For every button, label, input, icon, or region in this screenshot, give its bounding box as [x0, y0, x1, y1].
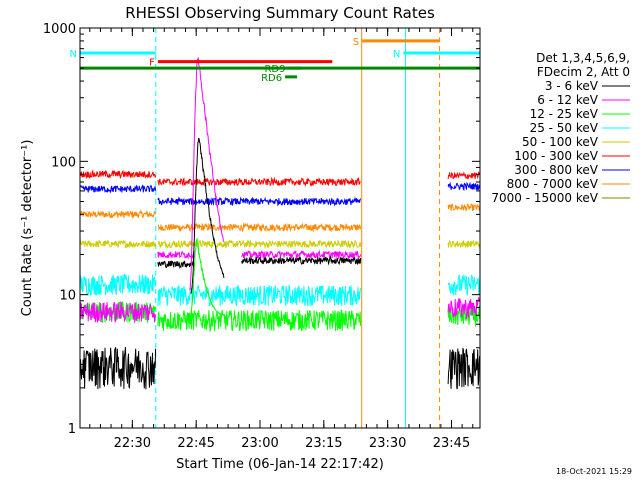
- series-line: [241, 249, 362, 260]
- flag-label: RD6: [261, 73, 282, 84]
- series-line: [157, 222, 362, 233]
- series-line: [79, 300, 157, 323]
- series-line: [241, 255, 362, 266]
- series-line: [157, 176, 361, 188]
- peak-line: [190, 137, 225, 294]
- x-tick-label: 23:45: [433, 436, 470, 451]
- plot-frame: [79, 27, 481, 429]
- series-300-800-kev: [79, 181, 481, 207]
- x-tick-label: 23:30: [369, 436, 406, 451]
- x-tick-label: 23:00: [241, 436, 278, 451]
- series-line: [79, 238, 157, 249]
- series-line: [447, 181, 481, 192]
- peak-line: [189, 57, 224, 291]
- series-800-7000-kev: [79, 203, 481, 233]
- series-line: [157, 260, 196, 270]
- legend-label: 7000 - 15000 keV: [491, 191, 598, 205]
- series-3-6-kev: [79, 255, 481, 390]
- series-line: [79, 347, 157, 390]
- legend-header: FDecim 2, Att 0: [537, 65, 630, 79]
- series-line: [157, 309, 362, 333]
- x-axis: 22:30 22:45 23:00 23:15 23:30 23:45: [89, 28, 474, 451]
- x-tick-label: 23:15: [305, 436, 342, 451]
- flag-label: F: [149, 58, 155, 69]
- flag-label: N: [70, 49, 77, 60]
- flag-label: N: [393, 49, 400, 60]
- flag-label: S: [353, 37, 359, 48]
- legend-label: 50 - 100 keV: [522, 135, 599, 149]
- y-tick-label: 1000: [43, 22, 76, 37]
- x-axis-label: Start Time (06-Jan-14 22:17:42): [176, 457, 384, 472]
- series-line: [157, 238, 362, 250]
- legend-label: 300 - 800 keV: [514, 163, 598, 177]
- series-line: [79, 169, 157, 180]
- series-line: [447, 347, 481, 390]
- series-line: [447, 274, 481, 296]
- x-tick-label: 22:30: [114, 436, 151, 451]
- series-line: [79, 184, 157, 194]
- legend-label: 6 - 12 keV: [537, 93, 599, 107]
- series-line: [157, 284, 362, 307]
- legend-label: 800 - 7000 keV: [507, 177, 599, 191]
- series-line: [447, 203, 481, 212]
- y-tick-label: 10: [59, 289, 76, 304]
- legend-label: 25 - 50 keV: [530, 121, 599, 135]
- legend: Det 1,3,4,5,6,9,FDecim 2, Att 03 - 6 keV…: [491, 51, 630, 205]
- series-line: [79, 273, 157, 297]
- x-tick-label: 22:45: [177, 436, 214, 451]
- series-line: [447, 296, 481, 319]
- series-line: [157, 196, 362, 207]
- series-line: [157, 251, 196, 260]
- peak-line: [188, 237, 223, 320]
- y-tick-label: 1: [68, 422, 76, 437]
- legend-label: 12 - 25 keV: [530, 107, 599, 121]
- chart-title: RHESSI Observing Summary Count Rates: [125, 4, 435, 22]
- legend-label: 100 - 300 keV: [514, 149, 598, 163]
- date-stamp: 18-Oct-2021 15:29: [556, 467, 632, 476]
- legend-label: 3 - 6 keV: [545, 79, 599, 93]
- series-25-50-kev: [79, 273, 481, 307]
- legend-header: Det 1,3,4,5,6,9,: [536, 51, 630, 65]
- series-100-300-kev: [79, 169, 481, 188]
- series-6-12-kev: [79, 249, 481, 323]
- series-line: [447, 304, 481, 327]
- series-line: [447, 170, 481, 180]
- series-50-100-kev: [79, 238, 481, 250]
- y-tick-label: 100: [51, 155, 76, 170]
- series-line: [79, 209, 157, 220]
- y-axis: 1 10 100 1000: [43, 22, 480, 437]
- plot-area: NNFSRD9RD6: [70, 28, 481, 428]
- series-line: [447, 239, 481, 248]
- y-axis-label: Count Rate (s⁻¹ detector⁻¹): [20, 140, 35, 317]
